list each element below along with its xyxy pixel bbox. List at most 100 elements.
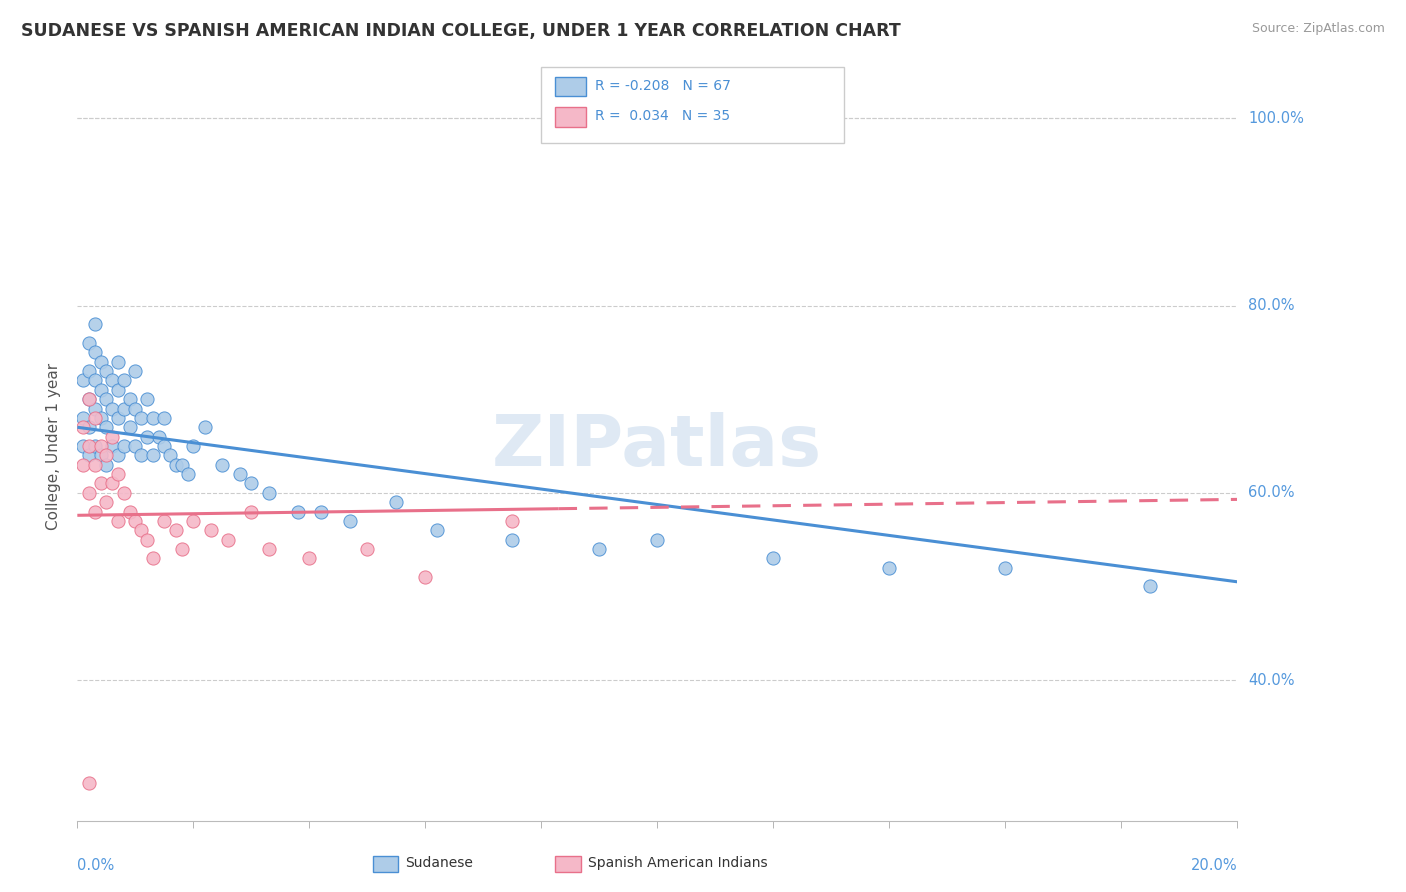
- Point: [72, 374, 94, 388]
- Point: [112, 439, 135, 453]
- Point: [77, 392, 100, 407]
- Point: [217, 533, 239, 547]
- Point: [77, 439, 100, 453]
- Text: 100.0%: 100.0%: [1249, 111, 1305, 126]
- Point: [101, 401, 124, 416]
- Text: Spanish American Indians: Spanish American Indians: [588, 856, 768, 871]
- Point: [298, 551, 321, 566]
- Point: [96, 420, 118, 434]
- Y-axis label: College, Under 1 year: College, Under 1 year: [46, 362, 62, 530]
- Point: [877, 561, 901, 575]
- Point: [385, 495, 408, 509]
- Point: [101, 374, 124, 388]
- Point: [176, 467, 198, 482]
- Point: [96, 364, 118, 378]
- Point: [200, 523, 222, 537]
- Text: Source: ZipAtlas.com: Source: ZipAtlas.com: [1251, 22, 1385, 36]
- Text: ZIPatlas: ZIPatlas: [492, 411, 823, 481]
- Point: [72, 420, 94, 434]
- Point: [77, 776, 100, 790]
- Point: [72, 458, 94, 472]
- Point: [159, 449, 181, 463]
- Point: [240, 505, 263, 519]
- Point: [309, 505, 332, 519]
- Point: [90, 383, 111, 397]
- Point: [228, 467, 252, 482]
- Point: [96, 449, 118, 463]
- Point: [83, 505, 105, 519]
- Point: [183, 514, 205, 528]
- Point: [211, 458, 233, 472]
- Point: [112, 486, 135, 500]
- Point: [287, 505, 309, 519]
- Point: [118, 505, 141, 519]
- Text: R = -0.208   N = 67: R = -0.208 N = 67: [595, 78, 731, 93]
- Text: R =  0.034   N = 35: R = 0.034 N = 35: [595, 109, 730, 123]
- Point: [96, 458, 118, 472]
- Point: [165, 523, 187, 537]
- Point: [165, 458, 187, 472]
- Point: [90, 449, 111, 463]
- Point: [356, 541, 378, 557]
- Point: [170, 541, 193, 557]
- Text: SUDANESE VS SPANISH AMERICAN INDIAN COLLEGE, UNDER 1 YEAR CORRELATION CHART: SUDANESE VS SPANISH AMERICAN INDIAN COLL…: [21, 22, 901, 40]
- Point: [96, 392, 118, 407]
- Point: [257, 486, 280, 500]
- Point: [107, 514, 129, 528]
- Point: [426, 523, 449, 537]
- Point: [501, 514, 523, 528]
- Point: [77, 449, 100, 463]
- Point: [72, 439, 94, 453]
- Point: [136, 392, 159, 407]
- Point: [83, 439, 105, 453]
- Point: [112, 401, 135, 416]
- Point: [413, 570, 436, 584]
- Point: [501, 533, 523, 547]
- Point: [90, 355, 111, 369]
- Point: [153, 439, 176, 453]
- Point: [257, 541, 280, 557]
- Point: [129, 449, 152, 463]
- Point: [647, 533, 669, 547]
- Point: [142, 410, 165, 425]
- Point: [118, 420, 141, 434]
- Point: [90, 439, 111, 453]
- Point: [183, 439, 205, 453]
- Point: [83, 374, 105, 388]
- Point: [107, 410, 129, 425]
- Point: [588, 541, 610, 557]
- Point: [1139, 580, 1161, 594]
- Point: [124, 401, 146, 416]
- Point: [194, 420, 217, 434]
- Point: [101, 430, 124, 444]
- Point: [762, 551, 785, 566]
- Text: 40.0%: 40.0%: [1249, 673, 1295, 688]
- Point: [77, 420, 100, 434]
- Point: [107, 383, 129, 397]
- Point: [142, 449, 165, 463]
- Point: [77, 392, 100, 407]
- Point: [77, 336, 100, 351]
- Point: [148, 430, 170, 444]
- Point: [136, 533, 159, 547]
- Text: 60.0%: 60.0%: [1249, 485, 1295, 500]
- Point: [129, 523, 152, 537]
- Point: [124, 514, 146, 528]
- Point: [83, 317, 105, 331]
- Point: [107, 467, 129, 482]
- Point: [339, 514, 361, 528]
- Point: [136, 430, 159, 444]
- Text: Sudanese: Sudanese: [405, 856, 472, 871]
- Point: [994, 561, 1017, 575]
- Point: [101, 476, 124, 491]
- Text: 20.0%: 20.0%: [1191, 858, 1237, 873]
- Point: [90, 476, 111, 491]
- Point: [96, 495, 118, 509]
- Point: [83, 345, 105, 359]
- Point: [101, 439, 124, 453]
- Point: [90, 410, 111, 425]
- Point: [77, 486, 100, 500]
- Point: [153, 514, 176, 528]
- Point: [170, 458, 193, 472]
- Point: [83, 458, 105, 472]
